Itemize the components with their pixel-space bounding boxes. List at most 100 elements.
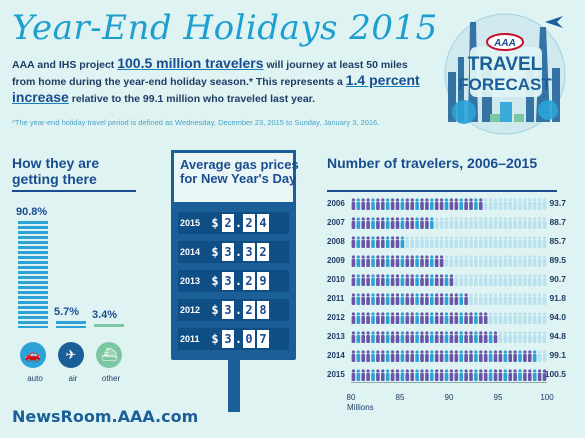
price-digit: 2 (243, 214, 255, 232)
travelers-row-2012: 2012 (327, 311, 563, 324)
travelers-value-2009: 89.5 (549, 255, 566, 265)
gas-price: $3. 3 2 (210, 243, 269, 261)
price-digit: 0 (243, 330, 255, 348)
price-digit: 4 (257, 214, 269, 232)
travelers-bar-2013 (351, 330, 563, 343)
travelers-value-2007: 88.7 (549, 217, 566, 227)
gas-year: 2014 (180, 247, 201, 257)
people-icons-2013 (351, 331, 547, 343)
intro-part-3: relative to the 99.1 million who travele… (68, 93, 316, 105)
travelers-year-label: 2012 (327, 312, 345, 322)
gas-year: 2012 (180, 305, 201, 315)
price-digit: 2 (243, 301, 255, 319)
travelers-bar-2012 (351, 311, 563, 324)
travelers-value-2008: 85.7 (549, 236, 566, 246)
transport-label-auto: auto (27, 374, 43, 383)
gas-title: Average gas prices for New Year's Day (180, 157, 299, 186)
ship-icon: ⛴ (96, 342, 122, 368)
dollar-sign: $ (211, 303, 219, 317)
travelers-row-2007: 2007 (327, 216, 563, 229)
people-icons-2010 (351, 274, 547, 286)
gas-board-post (228, 360, 240, 412)
travelers-bar-2006 (351, 197, 563, 210)
travelers-value-2013: 94.8 (549, 331, 566, 341)
footer-link[interactable]: NewsRoom.AAA.com (12, 407, 199, 426)
dollar-sign: $ (211, 332, 219, 346)
people-icons-2012 (351, 312, 547, 324)
travelers-row-2010: 2010 (327, 273, 563, 286)
how-title: How they are getting there (12, 155, 100, 187)
logo-line-1: TRAVEL (468, 54, 543, 75)
travelers-tick-80: 80 (346, 393, 356, 402)
travelers-value-2006: 93.7 (549, 198, 566, 208)
travelers-year-label: 2009 (327, 255, 345, 265)
dollar-sign: $ (211, 274, 219, 288)
gas-row-2013: 2013 $3. 2 9 (178, 270, 289, 292)
price-digit: 3 (222, 330, 234, 348)
gas-row-2014: 2014 $3. 3 2 (178, 241, 289, 263)
price-digit: 8 (257, 301, 269, 319)
intro-part-2: will journey at least 50 miles from home… (12, 59, 408, 88)
gas-year: 2011 (180, 334, 200, 344)
travelers-bar-2008 (351, 235, 563, 248)
people-icons-2014 (351, 350, 547, 362)
intro-increase-highlight: 1.4 percent increase (12, 72, 420, 105)
travelers-value-2012: 94.0 (549, 312, 566, 322)
travelers-row-2009: 2009 (327, 254, 563, 267)
travel-forecast-logo: AAA TRAVEL FORECAST (444, 13, 566, 135)
people-icons-2008 (351, 236, 547, 248)
travelers-tick-85: 85 (395, 393, 405, 402)
travelers-divider (327, 190, 557, 192)
travelers-value-2010: 90.7 (549, 274, 566, 284)
intro-text: AAA and IHS project 100.5 million travel… (12, 56, 422, 107)
page-title: Year-End Holidays 2015 (12, 8, 438, 48)
intro-part-1: AAA and IHS project (12, 59, 118, 71)
gas-header-panel (171, 150, 296, 202)
travelers-bar-2010 (351, 273, 563, 286)
dollar-sign: $ (211, 216, 219, 230)
travelers-year-label: 2007 (327, 217, 345, 227)
travelers-row-2011: 2011 (327, 292, 563, 305)
travelers-row-2013: 2013 (327, 330, 563, 343)
price-digit: 3 (222, 301, 234, 319)
people-icons-2007 (351, 217, 547, 229)
travelers-year-label: 2008 (327, 236, 345, 246)
gas-price: $3. 2 9 (210, 272, 269, 290)
travelers-bar-2014 (351, 349, 563, 362)
travelers-year-label: 2006 (327, 198, 345, 208)
travelers-year-label: 2011 (327, 293, 345, 303)
gas-row-2011: 2011 $3. 0 7 (178, 328, 289, 350)
price-digit: 3 (222, 243, 234, 261)
people-icons-2011 (351, 293, 547, 305)
price-digit: 2 (257, 243, 269, 261)
travelers-row-2014: 2014 (327, 349, 563, 362)
travelers-x-axis (351, 382, 547, 383)
footnote: *The year-end holiday travel period is d… (12, 118, 380, 127)
gas-price: $2. 2 4 (210, 214, 269, 232)
gas-price: $3. 2 8 (210, 301, 269, 319)
logo-badge: AAA (493, 38, 516, 49)
travelers-value-2014: 99.1 (549, 350, 566, 360)
price-digit: 2 (222, 214, 234, 232)
travelers-year-label: 2014 (327, 350, 345, 360)
decimal-point: . (234, 274, 243, 288)
decimal-point: . (234, 303, 243, 317)
travelers-row-2006: 2006 (327, 197, 563, 210)
travelers-bar-2009 (351, 254, 563, 267)
travelers-tick-95: 95 (493, 393, 503, 402)
travelers-axis-unit: Millions (347, 403, 374, 412)
travelers-year-label: 2010 (327, 274, 345, 284)
dollar-sign: $ (211, 245, 219, 259)
travelers-title: Number of travelers, 2006–2015 (327, 155, 538, 171)
travelers-bar-2011 (351, 292, 563, 305)
travelers-bar-2007 (351, 216, 563, 229)
transport-pct-text-auto: 90.8% (16, 206, 48, 218)
people-icons-2015 (351, 369, 547, 381)
decimal-point: . (234, 216, 243, 230)
price-digit: 2 (243, 272, 255, 290)
people-icons-2009 (351, 255, 547, 267)
transport-pct-text-other: 3.4% (92, 309, 118, 321)
airplane-icon: ✈ (58, 342, 84, 368)
transport-bar-other (94, 324, 124, 328)
transport-label-other: other (101, 374, 121, 383)
